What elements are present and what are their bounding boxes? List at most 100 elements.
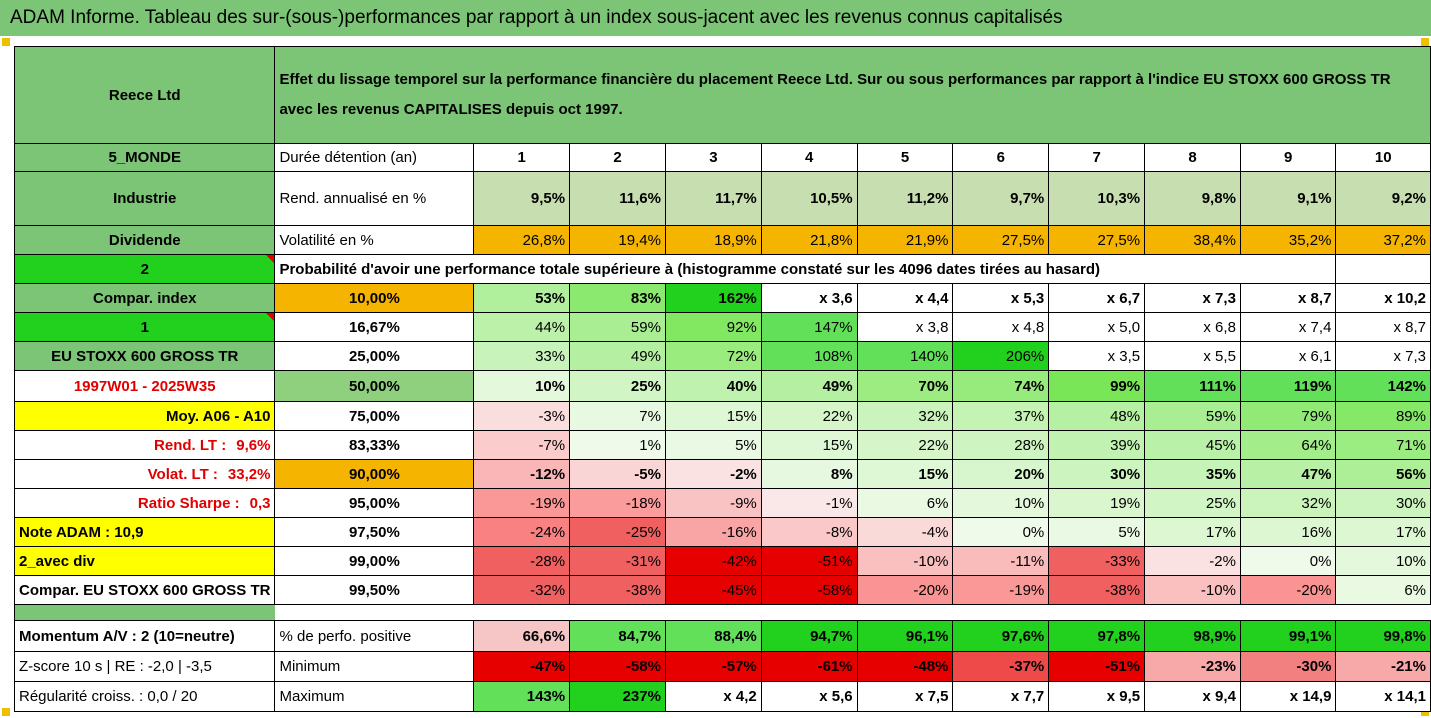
probability-value[interactable]: 0%	[1239, 546, 1337, 576]
probability-value[interactable]: x 5,0	[1048, 312, 1146, 342]
stats-metric-label[interactable]: % de perfo. positive	[274, 620, 475, 652]
probability-value[interactable]: 140%	[856, 341, 954, 371]
company-name-cell[interactable]: Reece Ltd	[13, 46, 276, 144]
probability-value[interactable]: -38%	[1048, 575, 1146, 605]
duration-year[interactable]: 8	[1144, 143, 1241, 172]
annual-return-value[interactable]: 11,6%	[569, 171, 666, 226]
percentile-cell[interactable]: 10,00%	[274, 283, 475, 313]
probability-value[interactable]: -3%	[473, 401, 571, 431]
probability-value[interactable]: 59%	[1144, 401, 1241, 431]
stats-value[interactable]: 88,4%	[664, 620, 762, 652]
stats-value[interactable]: x 14,1	[1335, 681, 1431, 712]
volatility-value[interactable]: 21,8%	[760, 225, 858, 255]
probability-value[interactable]: x 4,8	[952, 312, 1050, 342]
probability-value[interactable]: 30%	[1048, 459, 1146, 489]
probability-value[interactable]: 48%	[1048, 401, 1146, 431]
probability-value[interactable]: 22%	[760, 401, 858, 431]
probability-value[interactable]: -19%	[952, 575, 1050, 605]
empty-cell[interactable]	[1240, 254, 1337, 284]
stats-value[interactable]: x 7,7	[952, 681, 1050, 712]
probability-value[interactable]: 142%	[1335, 370, 1431, 402]
probability-value[interactable]: 25%	[569, 370, 666, 402]
volatility-label[interactable]: Volatilité en %	[274, 225, 475, 255]
stats-label-cell[interactable]: Momentum A/V : 2 (10=neutre)	[13, 620, 276, 652]
row-label-cell[interactable]: Compar. index	[13, 283, 276, 313]
probability-value[interactable]: x 7,3	[1335, 341, 1431, 371]
probability-value[interactable]: 16%	[1239, 517, 1337, 547]
volatility-value[interactable]: 27,5%	[952, 225, 1050, 255]
probability-value[interactable]: x 8,7	[1239, 283, 1337, 313]
probability-value[interactable]: 10%	[473, 370, 571, 402]
stats-metric-label[interactable]: Maximum	[274, 681, 475, 712]
annual-return-value[interactable]: 11,7%	[664, 171, 762, 226]
duration-year[interactable]: 2	[569, 143, 666, 172]
row-label-cell[interactable]: 1	[13, 312, 276, 342]
probability-value[interactable]: 20%	[952, 459, 1050, 489]
dividend-cell[interactable]: Dividende	[13, 225, 276, 255]
probability-value[interactable]: 70%	[856, 370, 954, 402]
return-label[interactable]: Rend. annualisé en %	[274, 171, 475, 226]
percentile-cell[interactable]: 95,00%	[274, 488, 475, 518]
duration-label[interactable]: Durée détention (an)	[274, 143, 475, 172]
probability-value[interactable]: -8%	[760, 517, 858, 547]
probability-value[interactable]: 111%	[1144, 370, 1241, 402]
probability-value[interactable]: 5%	[664, 430, 762, 460]
stats-value[interactable]: 66,6%	[473, 620, 571, 652]
probability-value[interactable]: 44%	[473, 312, 571, 342]
annual-return-value[interactable]: 9,7%	[952, 171, 1050, 226]
volatility-value[interactable]: 19,4%	[569, 225, 666, 255]
probability-value[interactable]: -51%	[760, 546, 858, 576]
annual-return-value[interactable]: 9,5%	[473, 171, 571, 226]
percentile-cell[interactable]: 99,00%	[274, 546, 475, 576]
probability-value[interactable]: 99%	[1048, 370, 1146, 402]
probability-value[interactable]: 89%	[1335, 401, 1431, 431]
stats-value[interactable]: -61%	[760, 651, 858, 682]
probability-value[interactable]: 6%	[856, 488, 954, 518]
probability-value[interactable]: -28%	[473, 546, 571, 576]
percentile-cell[interactable]: 16,67%	[274, 312, 475, 342]
stats-value[interactable]: 143%	[473, 681, 571, 712]
probability-value[interactable]: 59%	[569, 312, 666, 342]
duration-year[interactable]: 1	[473, 143, 571, 172]
volatility-value[interactable]: 27,5%	[1048, 225, 1146, 255]
probability-value[interactable]: 6%	[1335, 575, 1431, 605]
probability-value[interactable]: x 7,4	[1239, 312, 1337, 342]
stats-value[interactable]: x 4,2	[664, 681, 762, 712]
stats-value[interactable]: -57%	[664, 651, 762, 682]
probability-value[interactable]: 49%	[760, 370, 858, 402]
stats-value[interactable]: 99,1%	[1239, 620, 1337, 652]
stats-value[interactable]: 94,7%	[760, 620, 858, 652]
probability-value[interactable]: 83%	[569, 283, 666, 313]
probability-value[interactable]: -4%	[856, 517, 954, 547]
probability-value[interactable]: 33%	[473, 341, 571, 371]
row-label-cell[interactable]: Compar. EU STOXX 600 GROSS TR	[13, 575, 276, 605]
probability-value[interactable]: -38%	[569, 575, 666, 605]
stats-value[interactable]: 84,7%	[569, 620, 666, 652]
probability-value[interactable]: -16%	[664, 517, 762, 547]
probability-value[interactable]: 53%	[473, 283, 571, 313]
stats-label-cell[interactable]: Z-score 10 s | RE : -2,0 | -3,5	[13, 651, 276, 682]
stats-value[interactable]: -21%	[1335, 651, 1431, 682]
stats-value[interactable]: x 9,4	[1144, 681, 1241, 712]
probability-value[interactable]: -5%	[569, 459, 666, 489]
duration-year[interactable]: 7	[1048, 143, 1146, 172]
probability-value[interactable]: 7%	[569, 401, 666, 431]
stats-value[interactable]: 96,1%	[856, 620, 954, 652]
volatility-value[interactable]: 18,9%	[664, 225, 762, 255]
stats-value[interactable]: x 7,5	[856, 681, 954, 712]
probability-value[interactable]: 10%	[952, 488, 1050, 518]
scenario-cell[interactable]: 2	[13, 254, 276, 284]
description-cell[interactable]: Effet du lissage temporel sur la perform…	[274, 46, 1431, 144]
stats-value[interactable]: x 14,9	[1239, 681, 1337, 712]
probability-value[interactable]: -9%	[664, 488, 762, 518]
probability-value[interactable]: x 5,3	[952, 283, 1050, 313]
probability-value[interactable]: 45%	[1144, 430, 1241, 460]
probability-value[interactable]: 72%	[664, 341, 762, 371]
probability-value[interactable]: x 6,7	[1048, 283, 1146, 313]
stats-value[interactable]: 97,8%	[1048, 620, 1146, 652]
sector-cell[interactable]: Industrie	[13, 171, 276, 226]
probability-value[interactable]: -31%	[569, 546, 666, 576]
probability-value[interactable]: 206%	[952, 341, 1050, 371]
probability-value[interactable]: 32%	[1239, 488, 1337, 518]
probability-value[interactable]: 147%	[760, 312, 858, 342]
